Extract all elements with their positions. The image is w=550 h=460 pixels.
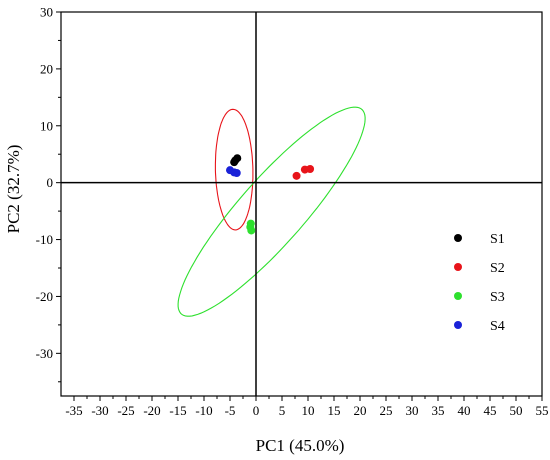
data-points xyxy=(226,154,315,235)
x-axis-ticks: -35 -30 -25 -20 -15 -10 -5 0 5 10 15 20 25 30 35 40 45 50… xyxy=(65,396,549,418)
confidence-ellipse-s3 xyxy=(177,106,366,317)
x-tick-label: 5 xyxy=(279,403,286,418)
x-tick-label: -5 xyxy=(225,403,236,418)
legend-marker-s2 xyxy=(454,263,462,271)
legend-marker-s3 xyxy=(454,292,462,300)
data-point-s3 xyxy=(246,223,255,232)
legend-label-s3: S3 xyxy=(490,290,505,305)
x-tick-label: 55 xyxy=(536,403,549,418)
y-tick-label: -20 xyxy=(36,289,53,304)
x-axis-label: PC1 (45.0%) xyxy=(256,436,345,455)
y-tick-label: 10 xyxy=(40,118,53,133)
data-point-s1 xyxy=(230,158,239,167)
x-tick-label: 30 xyxy=(406,403,419,418)
x-tick-label: 20 xyxy=(354,403,367,418)
legend-marker-s4 xyxy=(454,321,462,329)
y-tick-label: 0 xyxy=(47,175,54,190)
x-tick-label: 15 xyxy=(328,403,341,418)
y-tick-label: -30 xyxy=(36,346,53,361)
x-tick-label: 25 xyxy=(380,403,393,418)
x-tick-label: -35 xyxy=(65,403,82,418)
y-axis-ticks: -30 -20 -10 0 10 20 30 xyxy=(36,5,61,383)
y-tick-label: 20 xyxy=(40,61,53,76)
x-tick-label: -30 xyxy=(91,403,108,418)
y-tick-label: 30 xyxy=(40,5,53,20)
data-point-s2 xyxy=(292,171,301,180)
x-tick-label: -25 xyxy=(117,403,134,418)
x-tick-label: 35 xyxy=(432,403,445,418)
x-tick-label: 50 xyxy=(510,403,523,418)
ellipses-layer xyxy=(177,106,366,317)
x-tick-label: -10 xyxy=(195,403,212,418)
x-tick-label: 0 xyxy=(253,403,260,418)
legend-marker-s1 xyxy=(454,234,462,242)
y-tick-label: -10 xyxy=(36,232,53,247)
x-tick-label: 45 xyxy=(484,403,497,418)
x-tick-label: -20 xyxy=(143,403,160,418)
data-point-s4 xyxy=(232,168,241,177)
legend-label-s1: S1 xyxy=(490,232,505,247)
data-point-s2 xyxy=(306,165,315,174)
x-tick-label: -15 xyxy=(169,403,186,418)
legend: S1 S2 S3 S4 xyxy=(454,232,505,334)
y-axis-label: PC2 (32.7%) xyxy=(4,145,23,234)
x-tick-label: 10 xyxy=(302,403,315,418)
plot-frame xyxy=(60,11,543,397)
legend-label-s2: S2 xyxy=(490,261,505,276)
legend-label-s4: S4 xyxy=(490,319,505,334)
zero-lines xyxy=(61,12,542,396)
x-tick-label: 40 xyxy=(458,403,471,418)
confidence-ellipse-s1 xyxy=(214,108,254,231)
